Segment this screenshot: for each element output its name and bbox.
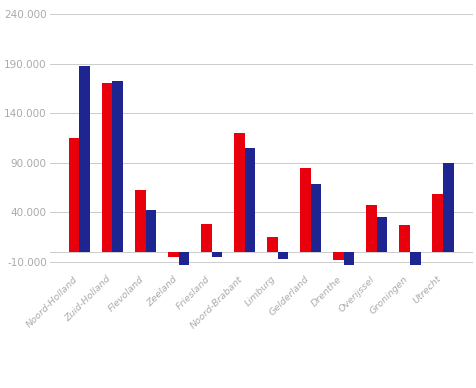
Bar xyxy=(145,210,156,252)
Bar xyxy=(69,138,79,252)
Bar xyxy=(409,252,420,265)
Bar xyxy=(299,168,310,252)
Bar xyxy=(366,205,376,252)
Bar xyxy=(102,83,112,252)
Bar xyxy=(112,81,123,252)
Bar xyxy=(244,148,255,252)
Bar xyxy=(432,194,442,252)
Bar xyxy=(333,252,343,260)
Bar xyxy=(343,252,354,265)
Bar xyxy=(442,163,453,252)
Bar xyxy=(79,66,90,252)
Bar xyxy=(267,237,277,252)
Bar xyxy=(211,252,222,257)
Bar xyxy=(168,252,178,257)
Bar xyxy=(234,133,244,252)
Bar xyxy=(376,217,387,252)
Bar xyxy=(277,252,288,259)
Bar xyxy=(398,225,409,252)
Bar xyxy=(178,252,189,265)
Bar xyxy=(310,184,321,252)
Bar xyxy=(200,224,211,252)
Bar xyxy=(135,191,145,252)
